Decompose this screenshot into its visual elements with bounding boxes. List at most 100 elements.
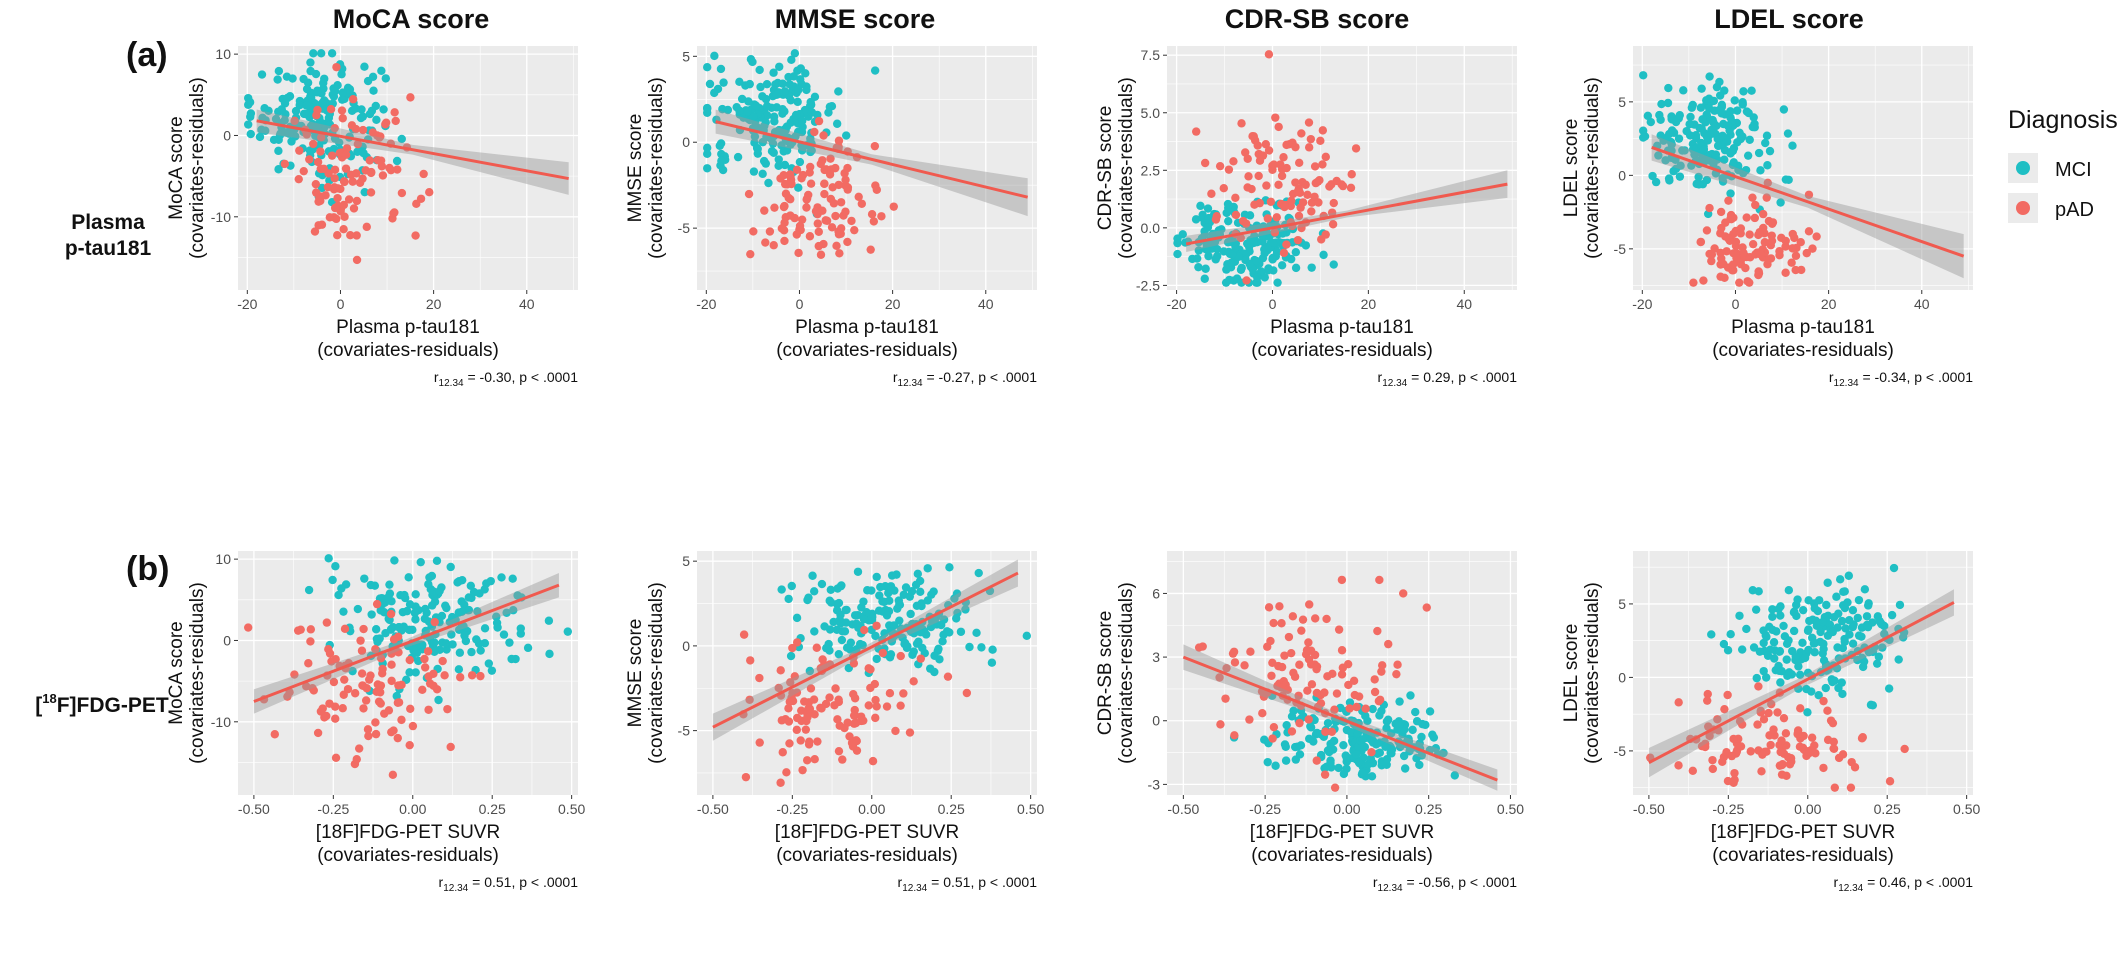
data-point-mci [1768,605,1777,614]
data-point-mci [1651,177,1661,187]
data-point-pad [325,699,334,708]
data-point-mci [1823,578,1832,587]
data-point-pad [293,626,303,635]
data-point-mci [903,642,912,651]
data-point-mci [1252,256,1261,266]
data-point-pad [866,245,875,254]
data-point-mci [1848,639,1858,648]
data-point-mci [358,112,368,121]
data-point-mci [735,77,744,87]
data-point-mci [1779,621,1788,631]
x-tick-label: -20 [696,296,716,312]
data-point-mci [876,582,885,592]
data-point-pad [1788,229,1797,239]
data-point-mci [497,573,506,582]
data-point-mci [762,101,772,111]
data-point-mci [1429,733,1439,742]
data-point-mci [1687,103,1697,112]
data-point-pad [792,725,802,735]
data-point-mci [411,668,420,677]
data-point-mci [703,108,712,117]
data-point-pad [408,721,418,731]
data-point-mci [718,104,727,114]
data-point-pad [371,718,380,727]
data-point-pad [1688,766,1698,775]
data-point-pad [376,156,386,165]
data-point-pad [943,672,953,681]
data-point-pad [1294,211,1304,221]
data-point-mci [988,645,997,654]
data-point-mci [1411,707,1420,717]
data-point-mci [870,66,880,75]
data-point-mci [1450,771,1459,780]
data-point-mci [1268,238,1278,247]
data-point-pad [1274,180,1283,190]
data-point-pad [387,676,396,686]
data-point-mci [288,74,297,83]
data-point-mci [1759,666,1768,676]
data-point-mci [934,644,943,654]
data-point-mci [1763,161,1772,170]
data-point-mci [1761,673,1771,682]
data-point-pad [1705,203,1714,213]
data-point-pad [1219,184,1228,193]
data-point-pad [1295,660,1304,669]
data-point-pad [899,689,908,698]
data-point-mci [923,564,932,573]
data-point-pad [351,124,361,134]
data-point-mci [257,70,267,79]
data-point-mci [246,112,255,121]
data-point-pad [845,732,854,741]
data-point-pad [313,157,323,167]
data-point-pad [367,167,376,177]
data-point-pad [1321,152,1330,162]
data-point-mci [1821,683,1830,693]
data-point-mci [1745,135,1754,144]
data-point-mci [782,146,792,155]
data-point-pad [827,165,836,174]
x-tick-label: -0.25 [776,801,808,817]
y-axis-subtitle: (covariates-residuals) [1582,77,1603,259]
data-point-pad [780,236,789,246]
data-point-pad [790,672,800,681]
data-point-mci [1759,638,1768,648]
data-point-pad [376,688,385,697]
data-point-mci [834,598,844,608]
data-point-pad [1779,713,1789,723]
data-point-pad [1846,783,1856,792]
data-point-pad [1262,181,1271,190]
data-point-mci [1833,643,1842,652]
data-point-pad [769,241,778,250]
data-point-mci [1371,740,1381,749]
y-tick-label: 0 [682,134,690,150]
data-point-pad [1224,165,1234,174]
data-point-mci [1814,691,1823,700]
data-point-pad [825,693,834,702]
data-point-pad [1703,696,1712,705]
data-point-pad [1754,269,1764,278]
data-point-mci [1863,601,1873,610]
data-point-mci [1252,222,1261,231]
x-tick-label: 0.50 [1017,801,1044,817]
data-point-pad [348,177,357,186]
data-point-mci [801,69,810,78]
data-point-mci [269,135,279,145]
data-point-mci [365,109,375,119]
data-point-pad [332,62,341,72]
y-tick-label: 5 [1618,596,1626,612]
data-point-mci [817,579,827,589]
data-point-mci [1366,735,1376,744]
data-point-mci [1264,264,1273,273]
data-point-pad [1269,722,1279,732]
correlation-stat: r12.34 = -0.34, p < .0001 [1829,369,1973,389]
data-point-mci [793,66,802,75]
data-point-pad [317,220,327,229]
data-point-mci [1173,238,1182,248]
data-point-pad [1304,118,1314,127]
data-point-mci [719,78,728,87]
confidence-band [715,109,1028,217]
data-point-mci [1696,103,1706,112]
data-point-mci [1864,647,1874,657]
data-point-mci [312,88,322,97]
data-point-mci [400,590,409,600]
